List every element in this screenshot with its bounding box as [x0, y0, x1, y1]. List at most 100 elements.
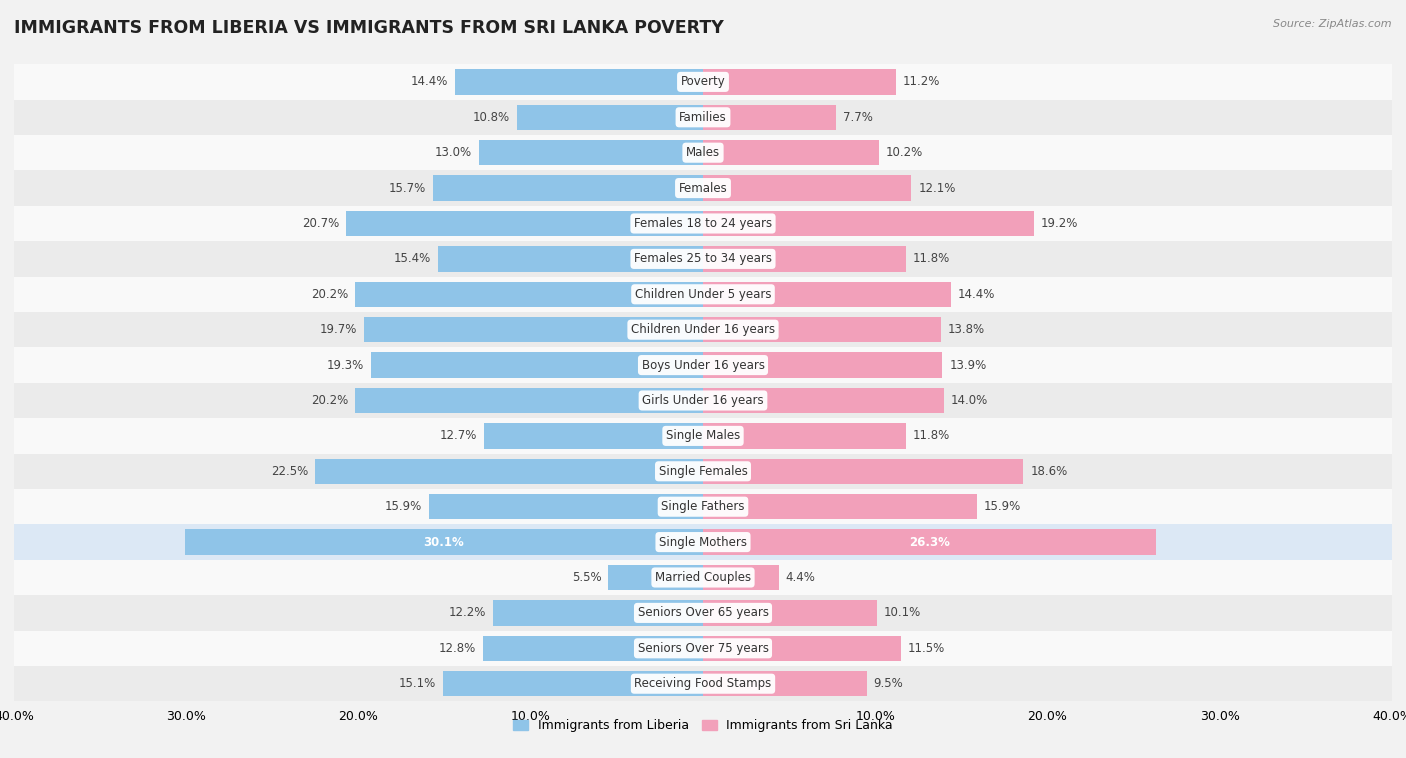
- Bar: [703, 459, 1024, 484]
- Text: 13.0%: 13.0%: [434, 146, 472, 159]
- Text: 13.9%: 13.9%: [949, 359, 987, 371]
- Bar: [703, 69, 896, 95]
- Text: Source: ZipAtlas.com: Source: ZipAtlas.com: [1274, 19, 1392, 29]
- Text: 20.2%: 20.2%: [311, 288, 349, 301]
- Text: Children Under 5 years: Children Under 5 years: [634, 288, 772, 301]
- Text: 7.7%: 7.7%: [842, 111, 872, 124]
- Text: 11.8%: 11.8%: [912, 429, 950, 443]
- Bar: [494, 600, 703, 625]
- Bar: [14, 666, 1392, 701]
- Text: Girls Under 16 years: Girls Under 16 years: [643, 394, 763, 407]
- Bar: [14, 241, 1392, 277]
- Text: Females 25 to 34 years: Females 25 to 34 years: [634, 252, 772, 265]
- Text: 12.8%: 12.8%: [439, 642, 475, 655]
- Text: Boys Under 16 years: Boys Under 16 years: [641, 359, 765, 371]
- Bar: [703, 140, 879, 165]
- Bar: [484, 423, 703, 449]
- Bar: [14, 631, 1392, 666]
- Text: 15.9%: 15.9%: [984, 500, 1021, 513]
- Text: Single Mothers: Single Mothers: [659, 536, 747, 549]
- Text: 10.2%: 10.2%: [886, 146, 922, 159]
- Text: 10.1%: 10.1%: [884, 606, 921, 619]
- Bar: [703, 388, 945, 413]
- Bar: [14, 205, 1392, 241]
- Text: 14.4%: 14.4%: [411, 75, 449, 89]
- Text: 12.1%: 12.1%: [918, 182, 956, 195]
- Text: Seniors Over 65 years: Seniors Over 65 years: [637, 606, 769, 619]
- Legend: Immigrants from Liberia, Immigrants from Sri Lanka: Immigrants from Liberia, Immigrants from…: [508, 714, 898, 738]
- Text: 20.7%: 20.7%: [302, 217, 340, 230]
- Bar: [14, 312, 1392, 347]
- Bar: [315, 459, 703, 484]
- Text: 15.9%: 15.9%: [385, 500, 422, 513]
- Bar: [433, 175, 703, 201]
- Bar: [703, 635, 901, 661]
- Text: Females: Females: [679, 182, 727, 195]
- Text: 15.1%: 15.1%: [399, 677, 436, 691]
- Bar: [14, 64, 1392, 99]
- Bar: [703, 494, 977, 519]
- Bar: [14, 489, 1392, 525]
- Text: Females 18 to 24 years: Females 18 to 24 years: [634, 217, 772, 230]
- Bar: [184, 529, 703, 555]
- Bar: [429, 494, 703, 519]
- Bar: [14, 453, 1392, 489]
- Text: Families: Families: [679, 111, 727, 124]
- Text: Poverty: Poverty: [681, 75, 725, 89]
- Text: Single Females: Single Females: [658, 465, 748, 478]
- Text: 11.2%: 11.2%: [903, 75, 941, 89]
- Text: Single Fathers: Single Fathers: [661, 500, 745, 513]
- Text: Single Males: Single Males: [666, 429, 740, 443]
- Bar: [703, 246, 907, 271]
- Bar: [703, 317, 941, 343]
- Bar: [356, 281, 703, 307]
- Bar: [14, 135, 1392, 171]
- Text: Children Under 16 years: Children Under 16 years: [631, 323, 775, 337]
- Bar: [14, 560, 1392, 595]
- Bar: [479, 140, 703, 165]
- Bar: [346, 211, 703, 236]
- Text: 11.5%: 11.5%: [908, 642, 945, 655]
- Text: 10.8%: 10.8%: [472, 111, 510, 124]
- Bar: [703, 423, 907, 449]
- Bar: [14, 347, 1392, 383]
- Bar: [14, 277, 1392, 312]
- Bar: [356, 388, 703, 413]
- Text: 19.2%: 19.2%: [1040, 217, 1078, 230]
- Bar: [14, 171, 1392, 205]
- Text: Receiving Food Stamps: Receiving Food Stamps: [634, 677, 772, 691]
- Bar: [517, 105, 703, 130]
- Text: 30.1%: 30.1%: [423, 536, 464, 549]
- Bar: [14, 418, 1392, 453]
- Text: 14.0%: 14.0%: [950, 394, 988, 407]
- Text: 9.5%: 9.5%: [873, 677, 903, 691]
- Bar: [703, 211, 1033, 236]
- Text: 12.2%: 12.2%: [449, 606, 486, 619]
- Bar: [371, 352, 703, 377]
- Bar: [482, 635, 703, 661]
- Text: 22.5%: 22.5%: [271, 465, 308, 478]
- Bar: [443, 671, 703, 697]
- Text: IMMIGRANTS FROM LIBERIA VS IMMIGRANTS FROM SRI LANKA POVERTY: IMMIGRANTS FROM LIBERIA VS IMMIGRANTS FR…: [14, 19, 724, 37]
- Bar: [609, 565, 703, 590]
- Text: 18.6%: 18.6%: [1031, 465, 1067, 478]
- Bar: [703, 600, 877, 625]
- Text: 20.2%: 20.2%: [311, 394, 349, 407]
- Text: 15.7%: 15.7%: [388, 182, 426, 195]
- Bar: [456, 69, 703, 95]
- Text: 11.8%: 11.8%: [912, 252, 950, 265]
- Text: 14.4%: 14.4%: [957, 288, 995, 301]
- Bar: [703, 352, 942, 377]
- Bar: [703, 105, 835, 130]
- Text: 19.3%: 19.3%: [326, 359, 364, 371]
- Bar: [437, 246, 703, 271]
- Bar: [14, 99, 1392, 135]
- Text: Males: Males: [686, 146, 720, 159]
- Text: Married Couples: Married Couples: [655, 571, 751, 584]
- Bar: [703, 281, 950, 307]
- Bar: [703, 529, 1156, 555]
- Text: 13.8%: 13.8%: [948, 323, 984, 337]
- Text: 12.7%: 12.7%: [440, 429, 478, 443]
- Text: 19.7%: 19.7%: [319, 323, 357, 337]
- Bar: [14, 525, 1392, 560]
